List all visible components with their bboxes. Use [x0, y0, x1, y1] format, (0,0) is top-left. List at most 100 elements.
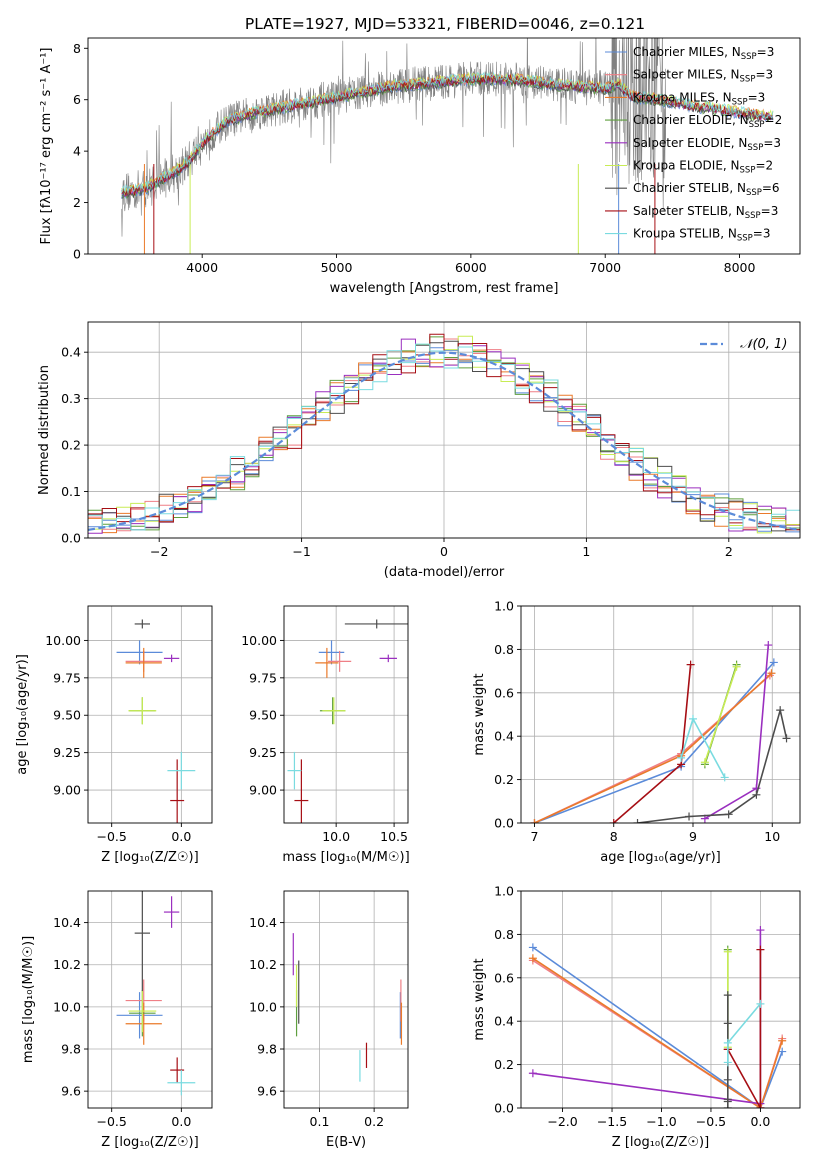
errorbar-salpeter-elodie	[163, 896, 180, 928]
x-tick-label: 8	[610, 829, 618, 844]
legend-label-kroupa-stelib: Kroupa STELIB, NSSP=3	[633, 227, 771, 244]
x-tick-label: −0.5	[97, 1114, 127, 1129]
y-tick-label: 9.25	[249, 745, 277, 760]
series-line	[532, 930, 762, 1105]
axes-frame	[87, 890, 213, 1109]
errorbar-chabrier-stelib	[134, 891, 150, 992]
series-point	[782, 734, 791, 743]
x-tick-label: −0.5	[97, 829, 127, 844]
series-point	[688, 714, 697, 723]
y-axis-label: mass weight	[472, 958, 487, 1040]
x-tick-label: 9	[689, 829, 697, 844]
legend-label-chabrier-miles: Chabrier MILES, NSSP=3	[633, 45, 774, 62]
series-point	[633, 819, 642, 823]
series-point	[732, 662, 741, 671]
model-spectrum-salpeter-stelib	[121, 74, 774, 197]
chart-residuals: −2 −1 0 1 2 0.0 0.1 0.2 0.3 0.4 (data-model)/error…	[37, 321, 801, 580]
errorbar-kroupa-elodie	[128, 697, 157, 725]
x-tick-label: 10.0	[322, 829, 350, 844]
x-axis-label: E(B-V)	[326, 1135, 366, 1150]
errorbar-salpeter-elodie	[379, 654, 397, 663]
x-tick-label: 0.0	[750, 1114, 770, 1129]
errorbar-kroupa-miles	[315, 647, 339, 678]
errorbar-salpeter-elodie	[163, 654, 180, 663]
series-point	[723, 947, 732, 956]
x-tick-label: 7	[530, 829, 538, 844]
plot-area	[287, 619, 408, 823]
errorbar-chabrier-miles	[116, 640, 163, 665]
x-tick-label: −0.5	[696, 1114, 726, 1129]
x-tick-label: 4000	[186, 260, 218, 275]
y-tick-label: 9.25	[53, 745, 81, 760]
series-chabrier-miles	[528, 943, 787, 1108]
x-tick-label: 2	[725, 544, 733, 559]
series-line	[727, 949, 762, 1108]
legend-label-normal: 𝒩(0, 1)	[740, 337, 787, 352]
y-axis-label: age [log₁₀(age/yr)]	[15, 654, 30, 775]
y-tick-label: 10.4	[249, 915, 277, 930]
errorbar-kroupa-miles	[125, 1002, 162, 1045]
y-axis-label: mass weight	[472, 673, 487, 755]
x-tick-label: 0	[440, 544, 448, 559]
x-axis-label: (data-model)/error	[384, 565, 505, 580]
y-tick-label: 0.0	[61, 531, 81, 546]
y-tick-label: 2	[73, 195, 81, 210]
legend-label-kroupa-miles: Kroupa MILES, NSSP=3	[633, 90, 765, 107]
axes-frame	[283, 605, 409, 824]
plot-area	[292, 933, 403, 1082]
axes-frame	[283, 890, 409, 1109]
legend-label-kroupa-elodie: Kroupa ELODIE, NSSP=2	[633, 159, 773, 176]
axes-frame	[87, 37, 801, 255]
x-tick-label: 0.0	[171, 829, 191, 844]
x-axis-label: Z [log₁₀(Z/Z☉)]	[101, 850, 198, 865]
series-point	[778, 1036, 787, 1045]
y-tick-label: 9.00	[249, 783, 277, 798]
series-point	[530, 819, 539, 823]
x-tick-label: 6000	[455, 260, 487, 275]
model-spectrum-kroupa-stelib	[121, 71, 774, 194]
series-salpeter-miles	[528, 956, 787, 1108]
axes-frame	[87, 605, 213, 824]
y-tick-label: 0.4	[494, 729, 514, 744]
x-axis-label: mass [log₁₀(M/M☉)]	[282, 850, 409, 865]
legend-label-chabrier-elodie: Chabrier ELODIE, NSSP=2	[633, 113, 782, 130]
x-tick-label: 1	[582, 544, 590, 559]
errorbar-salpeter-stelib	[170, 1057, 185, 1083]
x-tick-label: −1	[292, 544, 310, 559]
y-tick-label: 1.0	[494, 884, 514, 899]
histogram-salpeter-stelib	[88, 333, 800, 531]
errorbar-kroupa-elodie	[322, 697, 346, 725]
y-tick-label: 0	[73, 247, 81, 262]
chart-mass_vs_ebv: 0.1 0.2 9.6 9.8 10.0 10.2 10.4 E(B-V)	[249, 890, 409, 1150]
series-point	[609, 819, 618, 823]
x-tick-label: 10.5	[380, 829, 408, 844]
panels: 4000 5000 6000 7000 8000 0 2 4 6 8 wavelength [Ang…	[15, 37, 801, 1150]
x-axis-label: age [log₁₀(age/yr)]	[600, 850, 721, 865]
legend-label-salpeter-stelib: Salpeter STELIB, NSSP=3	[633, 204, 778, 221]
series-point	[723, 991, 732, 1000]
y-tick-label: 4	[73, 144, 81, 159]
errorbar-salpeter-stelib	[170, 759, 185, 823]
y-tick-label: 9.6	[257, 1084, 277, 1099]
x-axis-label: Z [log₁₀(Z/Z☉)]	[101, 1135, 198, 1150]
series-point	[756, 945, 765, 954]
errorbar-chabrier-stelib	[344, 619, 408, 629]
errorbar-chabrier-miles	[116, 992, 163, 1039]
y-axis-label: Flux [fλ10⁻¹⁷ erg cm⁻² s⁻¹ A⁻¹]	[39, 48, 54, 245]
normal-curve	[88, 351, 800, 531]
chart-spectrum: 4000 5000 6000 7000 8000 0 2 4 6 8 wavelength [Ang…	[39, 37, 801, 296]
plot-area	[116, 891, 196, 1096]
y-tick-label: 9.50	[249, 708, 277, 723]
x-tick-label: 0.2	[364, 1114, 384, 1129]
chart-weight_vs_Z: −2.0 −1.5 −1.0 −0.5 0.0 0.0 0.2 0.4 0.6 0.8 1.0 Z […	[472, 884, 801, 1150]
y-tick-label: 9.75	[53, 670, 81, 685]
series-point	[528, 1069, 537, 1078]
y-tick-label: 9.75	[249, 670, 277, 685]
x-axis-label: wavelength [Angstrom, rest frame]	[330, 281, 559, 296]
series-point	[700, 758, 709, 767]
series-kroupa-stelib	[723, 999, 765, 1067]
series-point	[528, 943, 537, 952]
x-tick-label: −2.0	[547, 1114, 577, 1129]
y-tick-label: 10.00	[241, 633, 277, 648]
chart-age_vs_mass: 10.0 10.5 9.00 9.25 9.50 9.75 10.00 mass [log₁₀…	[241, 605, 410, 865]
